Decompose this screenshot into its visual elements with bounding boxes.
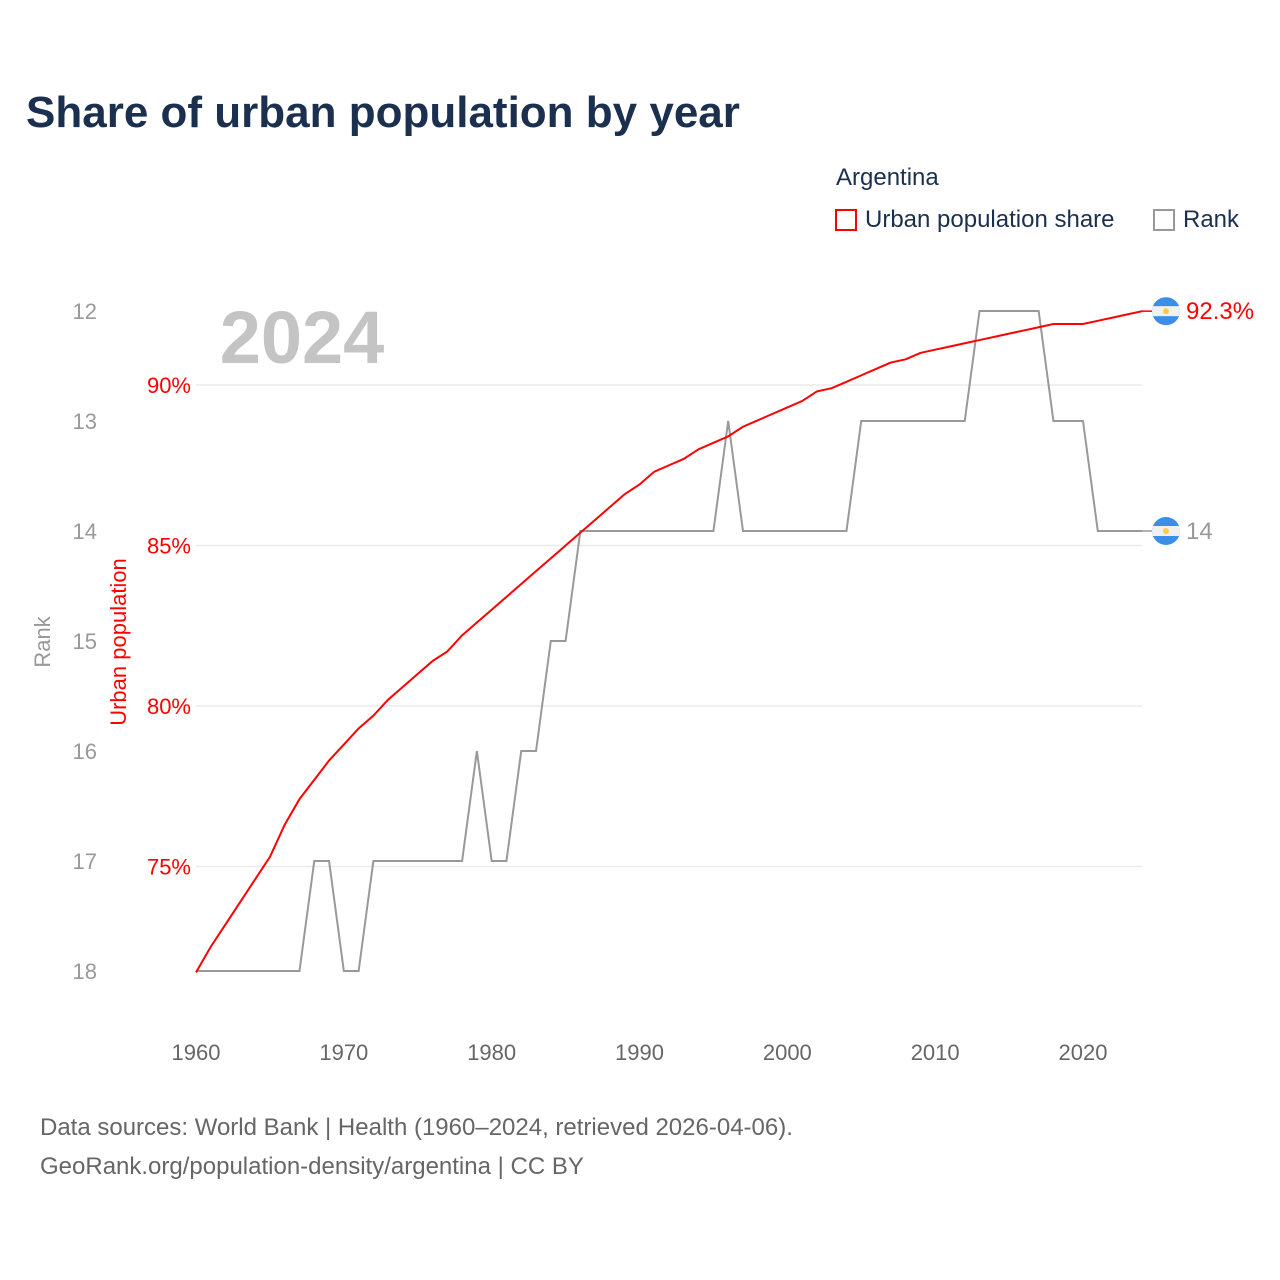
rank-tick-label: 16: [73, 739, 97, 764]
legend-item-urban[interactable]: Urban population share: [835, 206, 1115, 234]
x-tick-label: 2000: [763, 1040, 812, 1065]
argentina-flag-icon: [1152, 297, 1180, 326]
argentina-flag-icon: [1152, 517, 1180, 545]
urban-line: [195, 310, 1143, 973]
flag-sun: [1163, 308, 1169, 315]
chart-title: Share of urban population by year: [26, 88, 740, 137]
legend-label-urban: Urban population share: [865, 206, 1115, 233]
urban-axis-label: Urban population: [106, 558, 131, 726]
legend-label-rank: Rank: [1183, 206, 1240, 233]
legend-item-rank[interactable]: Rank: [1153, 206, 1239, 234]
rank-tick-label: 12: [73, 299, 97, 324]
urban-tick-label: 75%: [147, 855, 191, 880]
x-tick-label: 1990: [615, 1040, 664, 1065]
x-tick-label: 1980: [467, 1040, 516, 1065]
legend-swatch-rank: [1153, 209, 1175, 231]
legend-title: Argentina: [836, 164, 939, 191]
urban-tick-label: 90%: [147, 373, 191, 398]
rank-tick-label: 15: [73, 629, 97, 654]
urban-tick-label: 85%: [147, 534, 191, 559]
rank-tick-label: 18: [73, 959, 97, 984]
flag-body: [1152, 517, 1180, 545]
end-value-label: 92.3%: [1186, 298, 1254, 325]
data-source-text: Data sources: World Bank | Health (1960–…: [40, 1114, 793, 1141]
x-tick-label: 2020: [1059, 1040, 1108, 1065]
end-value-label: 14: [1186, 518, 1213, 545]
rank-line: [196, 310, 1143, 972]
urban-tick-label: 80%: [147, 694, 191, 719]
x-tick-label: 1970: [319, 1040, 368, 1065]
rank-tick-label: 14: [73, 519, 97, 544]
legend-swatch-urban: [835, 209, 857, 231]
rank-tick-label: 17: [73, 849, 97, 874]
year-watermark: 2024: [220, 296, 385, 379]
rank-tick-label: 13: [73, 409, 97, 434]
x-tick-label: 1960: [172, 1040, 221, 1065]
flag-body: [1152, 297, 1180, 326]
x-tick-label: 2010: [911, 1040, 960, 1065]
footer: Data sources: World Bank | Health (1960–…: [40, 1108, 793, 1186]
flag-sun: [1163, 528, 1169, 534]
rank-axis-label: Rank: [30, 615, 55, 667]
attribution-link[interactable]: GeoRank.org/population-density/argentina…: [40, 1153, 584, 1180]
